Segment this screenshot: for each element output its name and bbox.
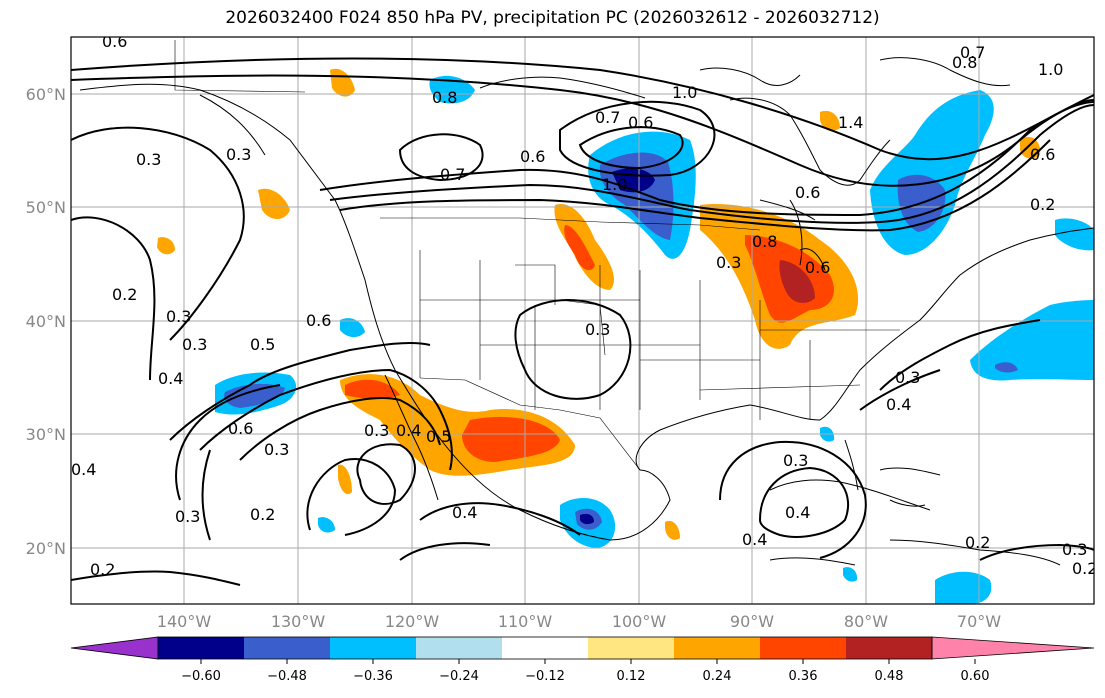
contour-label: 0.4 [396, 421, 421, 440]
colorbar-right-arrow [931, 636, 1095, 660]
colorbar-tick-label: −0.24 [439, 669, 479, 684]
contour-label: 0.7 [440, 165, 465, 184]
lon-label: 120°W [385, 612, 440, 631]
pv-contours [71, 57, 1094, 586]
colorbar-tick-label: −0.36 [353, 669, 393, 684]
contour-label: 0.7 [595, 108, 620, 127]
lat-label: 20°N [26, 539, 66, 558]
contour-label: 0.3 [783, 451, 808, 470]
colorbar-swatch [158, 637, 244, 659]
contour-label: 0.2 [250, 505, 275, 524]
contour-label: 0.3 [175, 507, 200, 526]
contour-label: 0.4 [158, 369, 183, 388]
colorbar-left-arrow [70, 636, 159, 660]
lon-label: 130°W [271, 612, 326, 631]
contour-label: 0.4 [785, 503, 810, 522]
lon-label: 80°W [844, 612, 888, 631]
contour-label: 0.6 [306, 311, 331, 330]
contour-label: 0.6 [1030, 145, 1055, 164]
colorbar-tick-label: 0.24 [703, 669, 732, 684]
latitude-labels: 60°N 50°N 40°N 30°N 20°N [26, 85, 66, 558]
colorbar: −0.60 −0.48 −0.36 −0.24 −0.12 0.12 0.24 … [70, 636, 1095, 684]
contour-label: 0.5 [250, 335, 275, 354]
contour-label: 0.3 [895, 368, 920, 387]
colorbar-tick-label: −0.48 [267, 669, 307, 684]
contour-label: 0.8 [952, 53, 977, 72]
contour-label: 1.0 [602, 175, 627, 194]
colorbar-tick-label: 0.12 [617, 669, 646, 684]
contour-label: 1.0 [672, 83, 697, 102]
lon-label: 110°W [498, 612, 553, 631]
contour-label: 0.4 [886, 395, 911, 414]
contour-label: 0.5 [426, 427, 451, 446]
lat-label: 40°N [26, 312, 66, 331]
coastlines [79, 57, 1094, 566]
contour-label: 0.3 [166, 307, 191, 326]
lat-label: 30°N [26, 425, 66, 444]
colorbar-swatch [846, 637, 932, 659]
contour-label: 0.6 [795, 183, 820, 202]
contour-label: 0.6 [628, 113, 653, 132]
contour-label: 0.8 [432, 88, 457, 107]
colorbar-tick-label: −0.60 [181, 669, 221, 684]
contour-label: 0.8 [752, 232, 777, 251]
contour-label: 0.2 [112, 285, 137, 304]
lon-label: 90°W [730, 612, 774, 631]
contour-label: 0.4 [452, 503, 477, 522]
contour-label: 0.2 [1030, 195, 1055, 214]
lat-label: 50°N [26, 198, 66, 217]
contour-label: 0.4 [71, 460, 96, 479]
colorbar-tick-label: 0.48 [875, 669, 904, 684]
contour-label: 0.6 [520, 147, 545, 166]
colorbar-swatch [674, 637, 760, 659]
contour-label: 0.4 [742, 530, 767, 549]
contour-label: 0.3 [136, 150, 161, 169]
colorbar-swatch [416, 637, 502, 659]
lon-label: 100°W [612, 612, 667, 631]
borders [174, 40, 900, 471]
map-area: 0.6 0.7 0.8 1.0 0.3 0.8 0.7 0.6 1.0 0.6 … [71, 32, 1097, 604]
colorbar-tick-label: 0.36 [789, 669, 818, 684]
contour-labels: 0.6 0.7 0.8 1.0 0.3 0.8 0.7 0.6 1.0 0.6 … [71, 32, 1097, 579]
contour-label: 0.2 [1072, 559, 1097, 578]
colorbar-swatch [760, 637, 846, 659]
contour-label: 0.3 [364, 421, 389, 440]
colorbar-swatch [330, 637, 416, 659]
lat-label: 60°N [26, 85, 66, 104]
contour-label: 0.3 [264, 440, 289, 459]
contour-label: 0.3 [182, 335, 207, 354]
contour-label: 1.0 [1038, 60, 1063, 79]
precip-shading [157, 68, 1094, 604]
contour-label: 0.3 [226, 145, 251, 164]
colorbar-tick-label: −0.12 [525, 669, 565, 684]
contour-label: 0.7 [960, 43, 985, 62]
lon-label: 140°W [157, 612, 212, 631]
contour-label: 0.3 [1062, 540, 1087, 559]
contour-label: 0.3 [585, 320, 610, 339]
contour-label: 0.2 [965, 533, 990, 552]
contour-label: 0.6 [805, 258, 830, 277]
contour-label: 0.6 [102, 32, 127, 51]
map-frame [70, 36, 1095, 605]
colorbar-swatch [588, 637, 674, 659]
contour-label: 0.6 [228, 419, 253, 438]
contour-label: 0.3 [716, 253, 741, 272]
contour-label: 1.4 [838, 113, 863, 132]
lon-label: 70°W [957, 612, 1001, 631]
contour-label: 0.2 [90, 560, 115, 579]
longitude-labels: 140°W 130°W 120°W 110°W 100°W 90°W 80°W … [157, 612, 1001, 631]
colorbar-tick-label: 0.60 [961, 669, 990, 684]
colorbar-swatch [502, 637, 588, 659]
map-title: 2026032400 F024 850 hPa PV, precipitatio… [225, 8, 880, 28]
colorbar-swatch [244, 637, 330, 659]
